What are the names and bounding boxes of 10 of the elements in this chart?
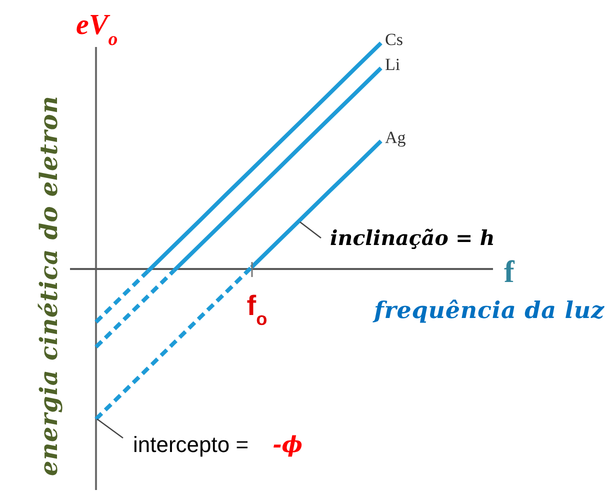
text: intercepto = -ϕ	[133, 432, 303, 458]
text: f	[504, 254, 515, 289]
annotation: f$_{o}$	[246, 290, 268, 329]
y-axis-title: energia cinética do eletron	[34, 96, 63, 476]
annotation: eV$_{o}$	[76, 9, 118, 50]
x-axis-title: frequência da luz	[372, 297, 605, 324]
series-label: Ag	[385, 128, 406, 147]
series-label: Li	[385, 54, 400, 74]
series-label: Cs	[385, 30, 403, 49]
annotation: inclinação = h	[330, 226, 495, 250]
